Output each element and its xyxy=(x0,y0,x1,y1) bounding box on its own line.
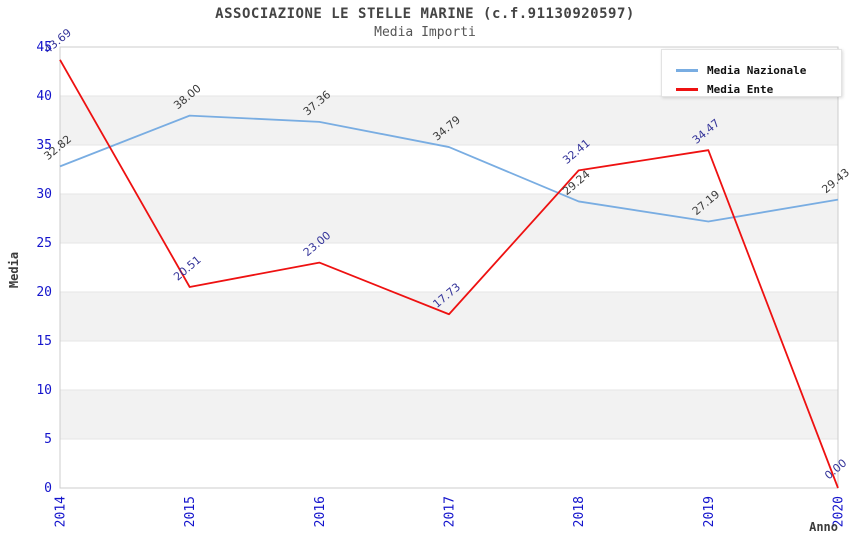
x-tick-label: 2016 xyxy=(313,496,328,527)
legend-swatch-media-nazionale xyxy=(676,68,698,72)
x-tick-label: 2015 xyxy=(183,496,198,527)
y-tick-label: 25 xyxy=(36,236,52,251)
legend-item-media-nazionale: Media Nazionale xyxy=(676,62,841,78)
grid-band xyxy=(60,96,838,145)
y-tick-label: 20 xyxy=(36,285,52,300)
x-axis-label: Anno xyxy=(809,520,838,534)
point-label: 29.43 xyxy=(820,166,850,196)
legend-label: Media Ente xyxy=(707,82,774,96)
x-tick-label: 2019 xyxy=(702,496,717,527)
y-tick-label: 35 xyxy=(36,138,52,153)
legend-item-media-ente: Media Ente xyxy=(676,81,841,97)
point-label: 0.00 xyxy=(822,456,849,482)
y-tick-label: 5 xyxy=(44,432,52,447)
y-tick-label: 45 xyxy=(36,40,52,55)
plot-border xyxy=(59,46,839,489)
series-line-media-ente xyxy=(59,59,839,489)
y-tick-label: 40 xyxy=(36,89,52,104)
x-tick-label: 2014 xyxy=(54,496,69,527)
chart-title: ASSOCIAZIONE LE STELLE MARINE (c.f.91130… xyxy=(215,6,635,22)
grid-band xyxy=(60,390,838,439)
legend: Media Nazionale Media Ente xyxy=(661,49,842,97)
y-tick-label: 10 xyxy=(36,383,52,398)
legend-swatch-media-ente xyxy=(676,87,698,91)
series-line-media-nazionale xyxy=(59,114,839,223)
x-tick-label: 2020 xyxy=(832,496,847,527)
y-tick-label: 30 xyxy=(36,187,52,202)
x-tick-label: 2017 xyxy=(443,496,458,527)
point-label: 20.51 xyxy=(171,253,203,283)
y-axis-label: Media xyxy=(7,252,21,288)
chart-subtitle: Media Importi xyxy=(374,25,476,40)
grid-band xyxy=(60,194,838,243)
grid-band xyxy=(60,292,838,341)
y-tick-label: 0 xyxy=(44,481,52,496)
y-tick-label: 15 xyxy=(36,334,52,349)
x-tick-label: 2018 xyxy=(572,496,587,527)
legend-label: Media Nazionale xyxy=(707,63,807,77)
